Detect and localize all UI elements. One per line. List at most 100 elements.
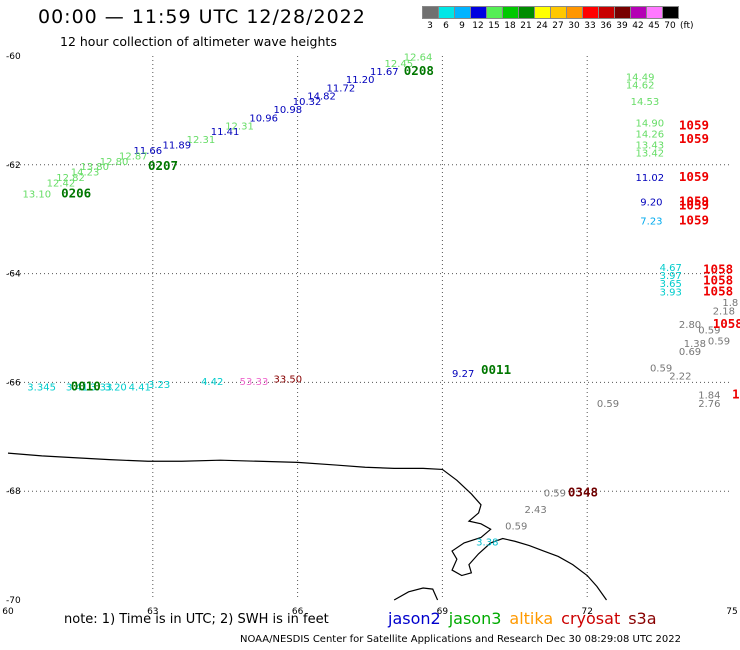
track-time-label: 1058 (703, 262, 733, 277)
wave-height-value: 12.31 (225, 121, 254, 132)
wave-height-value: 0.59 (505, 521, 527, 532)
colorbar-label: 42 (632, 21, 644, 31)
satellite-legend: jason2 jason3 altika cryosat s3a (388, 609, 665, 628)
colorbar-label: 9 (459, 21, 465, 31)
track-time-label: 1059 (679, 169, 709, 184)
lat-tick-label: -68 (6, 487, 21, 497)
lon-tick-label: 75 (726, 607, 737, 617)
lat-tick-label: -70 (6, 596, 21, 606)
wave-height-value: 12.80 (100, 157, 129, 168)
lon-tick-label: 63 (147, 607, 158, 617)
track-time-label: 0207 (148, 158, 178, 173)
legend-jason2: jason2 (388, 609, 441, 628)
wave-height-value: 11.20 (346, 75, 375, 86)
wave-height-value: 53.33 (240, 377, 269, 388)
wave-height-value: 14.49 (626, 72, 655, 83)
lon-tick-label: 69 (437, 607, 449, 617)
colorbar-swatches (422, 6, 694, 19)
wave-height-value: 0.59 (544, 489, 566, 500)
colorbar-label: 33 (584, 21, 596, 31)
wave-height-value: 10.32 (293, 97, 322, 108)
wave-height-value: 2.22 (669, 372, 691, 383)
colorbar-label: 27 (552, 21, 564, 31)
wave-height-value: 11.89 (162, 140, 191, 151)
footer-credit: NOAA/NESDIS Center for Satellite Applica… (240, 634, 682, 645)
wave-height-value: 14.90 (635, 119, 664, 130)
coastline-path (393, 587, 439, 601)
track-time-label: 0011 (481, 362, 511, 377)
colorbar-label: 3 (427, 21, 433, 31)
track-time-label: 0206 (61, 185, 91, 200)
lat-tick-label: -66 (6, 378, 21, 388)
wave-height-value: 12.64 (404, 52, 433, 63)
track-time-label: 1058 (703, 272, 733, 287)
legend-cryosat: cryosat (561, 609, 621, 628)
wave-height-value: 2.18 (713, 306, 735, 317)
wave-height-value: 3.38 (476, 538, 498, 549)
legend-jason3: jason3 (448, 609, 502, 628)
wave-height-value: 1.8 (722, 298, 738, 309)
track-time-label: 0348 (568, 485, 598, 500)
wave-height-value: 3.345 (27, 383, 56, 394)
page-title: 00:00 — 11:59 UTC 12/28/2022 (38, 6, 366, 28)
lon-tick-label: 66 (292, 607, 304, 617)
wave-height-value: 3.20 (105, 383, 127, 394)
wave-height-value: 1.38 (684, 339, 706, 350)
axis-ticks: 60 63 66 69 72 75 -60 -62 -64 -66 -68 -70 (2, 52, 737, 617)
legend-altika: altika (509, 609, 554, 628)
wave-height-value: 13.10 (22, 189, 51, 200)
colorbar-label: 18 (504, 21, 516, 31)
wave-height-value: 14.26 (635, 130, 664, 141)
wave-height-value: 12.82 (56, 173, 85, 184)
track-time-label: 1058 (703, 283, 733, 298)
wave-height-value: 4.42 (201, 377, 223, 388)
wave-height-value: 3.97 (660, 271, 682, 282)
track-time-label: 1058 (713, 316, 740, 331)
wave-height-value: 12.31 (187, 135, 216, 146)
colorbar-label: 39 (616, 21, 628, 31)
colorbar-labels: 3 6 9 12 15 18 21 24 27 30 33 36 39 42 45 70 (ft) (422, 21, 693, 31)
wave-height-value: 4.67 (660, 263, 682, 274)
track-time-label: 1059 (679, 213, 709, 228)
colorbar-label: 15 (488, 21, 500, 31)
colorbar-label: 36 (600, 21, 612, 31)
wave-height-value: 0.69 (679, 347, 701, 358)
wave-height-value: 33.50 (273, 374, 302, 385)
wave-height-value: 3.23 (148, 380, 170, 391)
coastline-path (7, 452, 607, 601)
coastline (7, 452, 607, 601)
lat-tick-label: -60 (6, 52, 21, 62)
colorbar-label: 24 (536, 21, 548, 31)
wave-height-value: 10.98 (273, 105, 302, 116)
track-time-labels: 0206020702080010001103481059105910591059… (61, 63, 740, 500)
wave-height-value: 3.33 (90, 383, 112, 394)
wave-height-value: 10.96 (249, 113, 278, 124)
wave-height-value: 9.27 (452, 369, 474, 380)
wave-height-value: 3.41 (66, 383, 88, 394)
wave-height-value: 13.43 (635, 140, 664, 151)
wave-height-value: 4.41 (129, 383, 151, 394)
wave-height-value: 0.59 (597, 399, 619, 410)
note-text: note: 1) Time is in UTC; 2) SWH is in fe… (64, 612, 329, 627)
wave-height-value: 11.41 (211, 127, 240, 138)
wave-height-value: 14.53 (631, 97, 660, 108)
wave-height-value: 14.82 (307, 92, 336, 103)
wave-height-value: 13.42 (635, 149, 664, 160)
wave-height-value: 11.72 (327, 83, 356, 94)
wave-height-value: 3.93 (660, 287, 682, 298)
track-time-label: 1059 (679, 197, 709, 212)
wave-height-value: 0.59 (698, 325, 720, 336)
wave-height-value: 12.87 (119, 151, 148, 162)
track-time-label: 1059 (679, 194, 709, 209)
colorbar: 3 6 9 12 15 18 21 24 27 30 33 36 39 42 45 70 (ft) (422, 6, 694, 31)
wave-height-value: 11.67 (370, 67, 399, 78)
colorbar-label: 45 (648, 21, 660, 31)
lat-tick-label: -62 (6, 161, 21, 171)
colorbar-label: 30 (568, 21, 580, 31)
map-grid (8, 56, 732, 600)
wave-height-value: 11.02 (635, 173, 664, 184)
wave-height-value: 12.45 (384, 59, 413, 70)
track-time-label: 1059 (679, 131, 709, 146)
track-time-label: 1059 (679, 117, 709, 132)
wave-height-value: 12.42 (47, 179, 76, 190)
